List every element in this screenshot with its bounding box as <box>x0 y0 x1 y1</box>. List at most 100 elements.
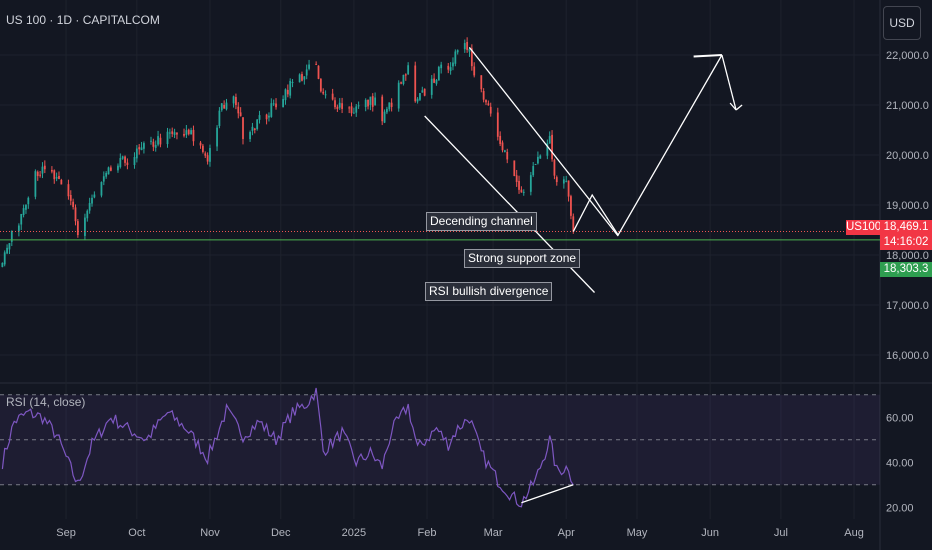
candle-body <box>487 103 490 106</box>
projection-path <box>572 54 723 237</box>
symbol-title[interactable]: US 100 · 1D · CAPITALCOM <box>6 13 160 27</box>
candle-body <box>76 221 79 236</box>
candle-body <box>41 166 44 174</box>
candle-body <box>253 128 256 130</box>
candle-body <box>201 145 204 152</box>
time-tick-label: Nov <box>200 527 220 539</box>
candle-body <box>119 158 122 168</box>
symbol-price-tag: US100 <box>846 220 882 235</box>
candle-body <box>433 78 436 83</box>
drawing-tools <box>0 47 880 293</box>
support-price-label: 18,303.3 <box>880 262 932 277</box>
candle-body <box>324 94 327 96</box>
candle-body <box>357 105 360 107</box>
candle-body <box>58 176 60 179</box>
candle-body <box>166 131 169 145</box>
candle-body <box>548 136 551 144</box>
candle-body <box>515 175 518 183</box>
candle-body <box>74 207 77 222</box>
annotation-rsi-divergence[interactable]: RSI bullish divergence <box>425 282 553 301</box>
rsi-axis[interactable]: 20.00 40.00 60.00 <box>886 412 914 514</box>
candle-body <box>537 156 539 164</box>
candle-body <box>534 163 537 165</box>
candle-body <box>301 73 303 81</box>
time-tick-label: Jun <box>701 527 719 539</box>
candle-body <box>518 180 520 190</box>
projection-arrow-head-left <box>729 102 737 111</box>
candle-body <box>567 180 570 197</box>
candle-body <box>355 106 358 113</box>
candle-body <box>138 147 141 150</box>
candle-body <box>437 66 440 81</box>
time-tick-label: Oct <box>128 527 145 539</box>
candle-body <box>216 127 218 147</box>
candle-body <box>496 112 499 137</box>
candle-body <box>171 131 174 134</box>
time-tick-label: Apr <box>558 527 575 539</box>
candle-body <box>88 202 91 211</box>
candle-body <box>374 97 377 106</box>
candle-body <box>529 175 532 192</box>
candle-body <box>454 51 457 64</box>
time-tick-label: Feb <box>418 527 437 539</box>
candle-body <box>265 114 268 120</box>
candle-body <box>143 143 145 149</box>
price-tick-label: 16,000.0 <box>886 350 929 362</box>
candle-body <box>499 135 502 144</box>
candle-body <box>256 119 259 130</box>
projection-arrow-shaft <box>721 54 737 111</box>
candle-body <box>352 112 355 114</box>
candle-body <box>419 93 421 100</box>
candle-body <box>522 191 525 193</box>
currency-button[interactable]: USD <box>883 6 921 40</box>
candle-body <box>303 76 306 80</box>
candle-body <box>183 133 185 136</box>
time-axis[interactable]: Sep Oct Nov Dec 2025 Feb Mar Apr May Jun Jul Aug <box>56 527 864 539</box>
candle-body <box>51 170 53 172</box>
candle-body <box>331 93 334 100</box>
candle-body <box>124 156 126 163</box>
bar-countdown-label: 14:16:02 <box>880 235 932 250</box>
annotation-descending-channel[interactable]: Decending channel <box>426 212 537 231</box>
candle-body <box>289 80 292 96</box>
candle-body <box>482 90 485 100</box>
candle-body <box>187 129 190 135</box>
candle-body <box>152 141 155 147</box>
candle-body <box>258 115 261 120</box>
price-axis[interactable]: 16,000.0 17,000.0 18,000.0 19,000.0 20,000.0… <box>886 50 929 362</box>
last-price-label: 18,469.1 <box>880 220 932 235</box>
candle-body <box>272 103 275 105</box>
channel-upper-line <box>468 47 619 237</box>
candle-body <box>466 41 469 50</box>
rsi-indicator-label[interactable]: RSI (14, close) <box>6 395 86 409</box>
candle-body <box>305 69 308 76</box>
candle-body <box>121 156 124 159</box>
candle-body <box>452 62 454 67</box>
candle-body <box>336 106 339 109</box>
candle-body <box>489 106 492 114</box>
candle-body <box>520 189 523 193</box>
candle-body <box>133 157 136 165</box>
candle-body <box>72 201 75 207</box>
candle-body <box>192 129 195 142</box>
candle-body <box>456 50 459 53</box>
candle-body <box>338 102 341 108</box>
candle-body <box>546 143 549 156</box>
annotation-support-zone[interactable]: Strong support zone <box>464 249 581 268</box>
candle-body <box>386 108 388 113</box>
candle-body <box>3 252 6 265</box>
candle-body <box>440 64 443 69</box>
rsi-panel <box>0 387 880 508</box>
candle-body <box>322 91 325 94</box>
candle-body <box>157 136 159 145</box>
candle-body <box>55 177 58 179</box>
candle-body <box>539 155 542 159</box>
candle-body <box>10 230 13 242</box>
rsi-tick-label: 40.00 <box>886 457 914 469</box>
candle-body <box>298 74 301 83</box>
candle-body <box>25 205 27 210</box>
candle-body <box>102 176 105 182</box>
candle-body <box>220 103 223 111</box>
